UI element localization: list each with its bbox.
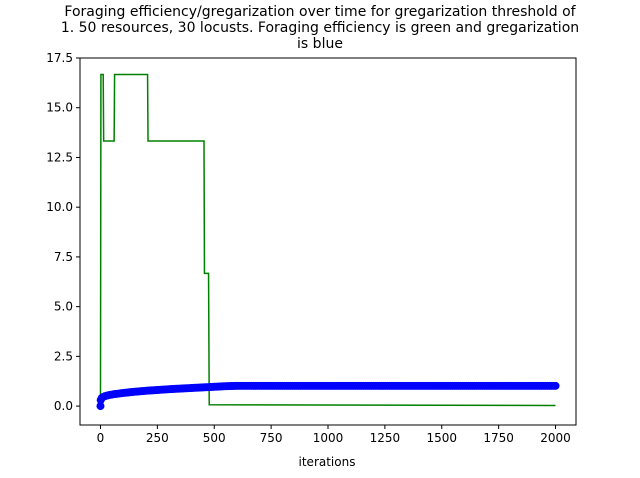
x-tick-label: 1250 (370, 431, 401, 445)
x-tick-label: 1500 (426, 431, 457, 445)
series-0-line (99, 73, 556, 407)
y-tick-label: 12.5 (46, 150, 73, 164)
chart-title-line-2: 1. 50 resources, 30 locusts. Foraging ef… (60, 20, 580, 36)
chart-title-line-1: Foraging efficiency/gregarization over t… (64, 4, 576, 20)
plot-frame (79, 57, 577, 426)
chart-title-line-3: is blue (297, 36, 343, 52)
x-tick-label: 1750 (483, 431, 514, 445)
series-1 (96, 381, 560, 411)
axes-layer: 0 250 500 750 1000 1250 1500 1750 2000 0.0 2.5 5.0 7… (46, 51, 577, 445)
x-tick-label: 250 (146, 431, 169, 445)
x-axis-label: iterations (299, 455, 356, 469)
y-tick-label: 0.0 (54, 399, 73, 413)
y-tick-label: 15.0 (46, 101, 73, 115)
y-tick-label: 17.5 (46, 51, 73, 65)
y-tick-label: 2.5 (54, 349, 73, 363)
series-1-point (96, 402, 105, 411)
y-tick-label: 5.0 (54, 300, 73, 314)
x-tick-label: 1000 (313, 431, 344, 445)
x-tick-label: 0 (97, 431, 105, 445)
plot-layer (96, 73, 560, 411)
x-tick-label: 750 (260, 431, 283, 445)
x-tick-label: 2000 (540, 431, 571, 445)
series-1-point (551, 381, 560, 390)
series-0 (99, 73, 556, 407)
x-tick-label: 500 (203, 431, 226, 445)
y-tick-label: 7.5 (54, 250, 73, 264)
y-tick-label: 10.0 (46, 200, 73, 214)
